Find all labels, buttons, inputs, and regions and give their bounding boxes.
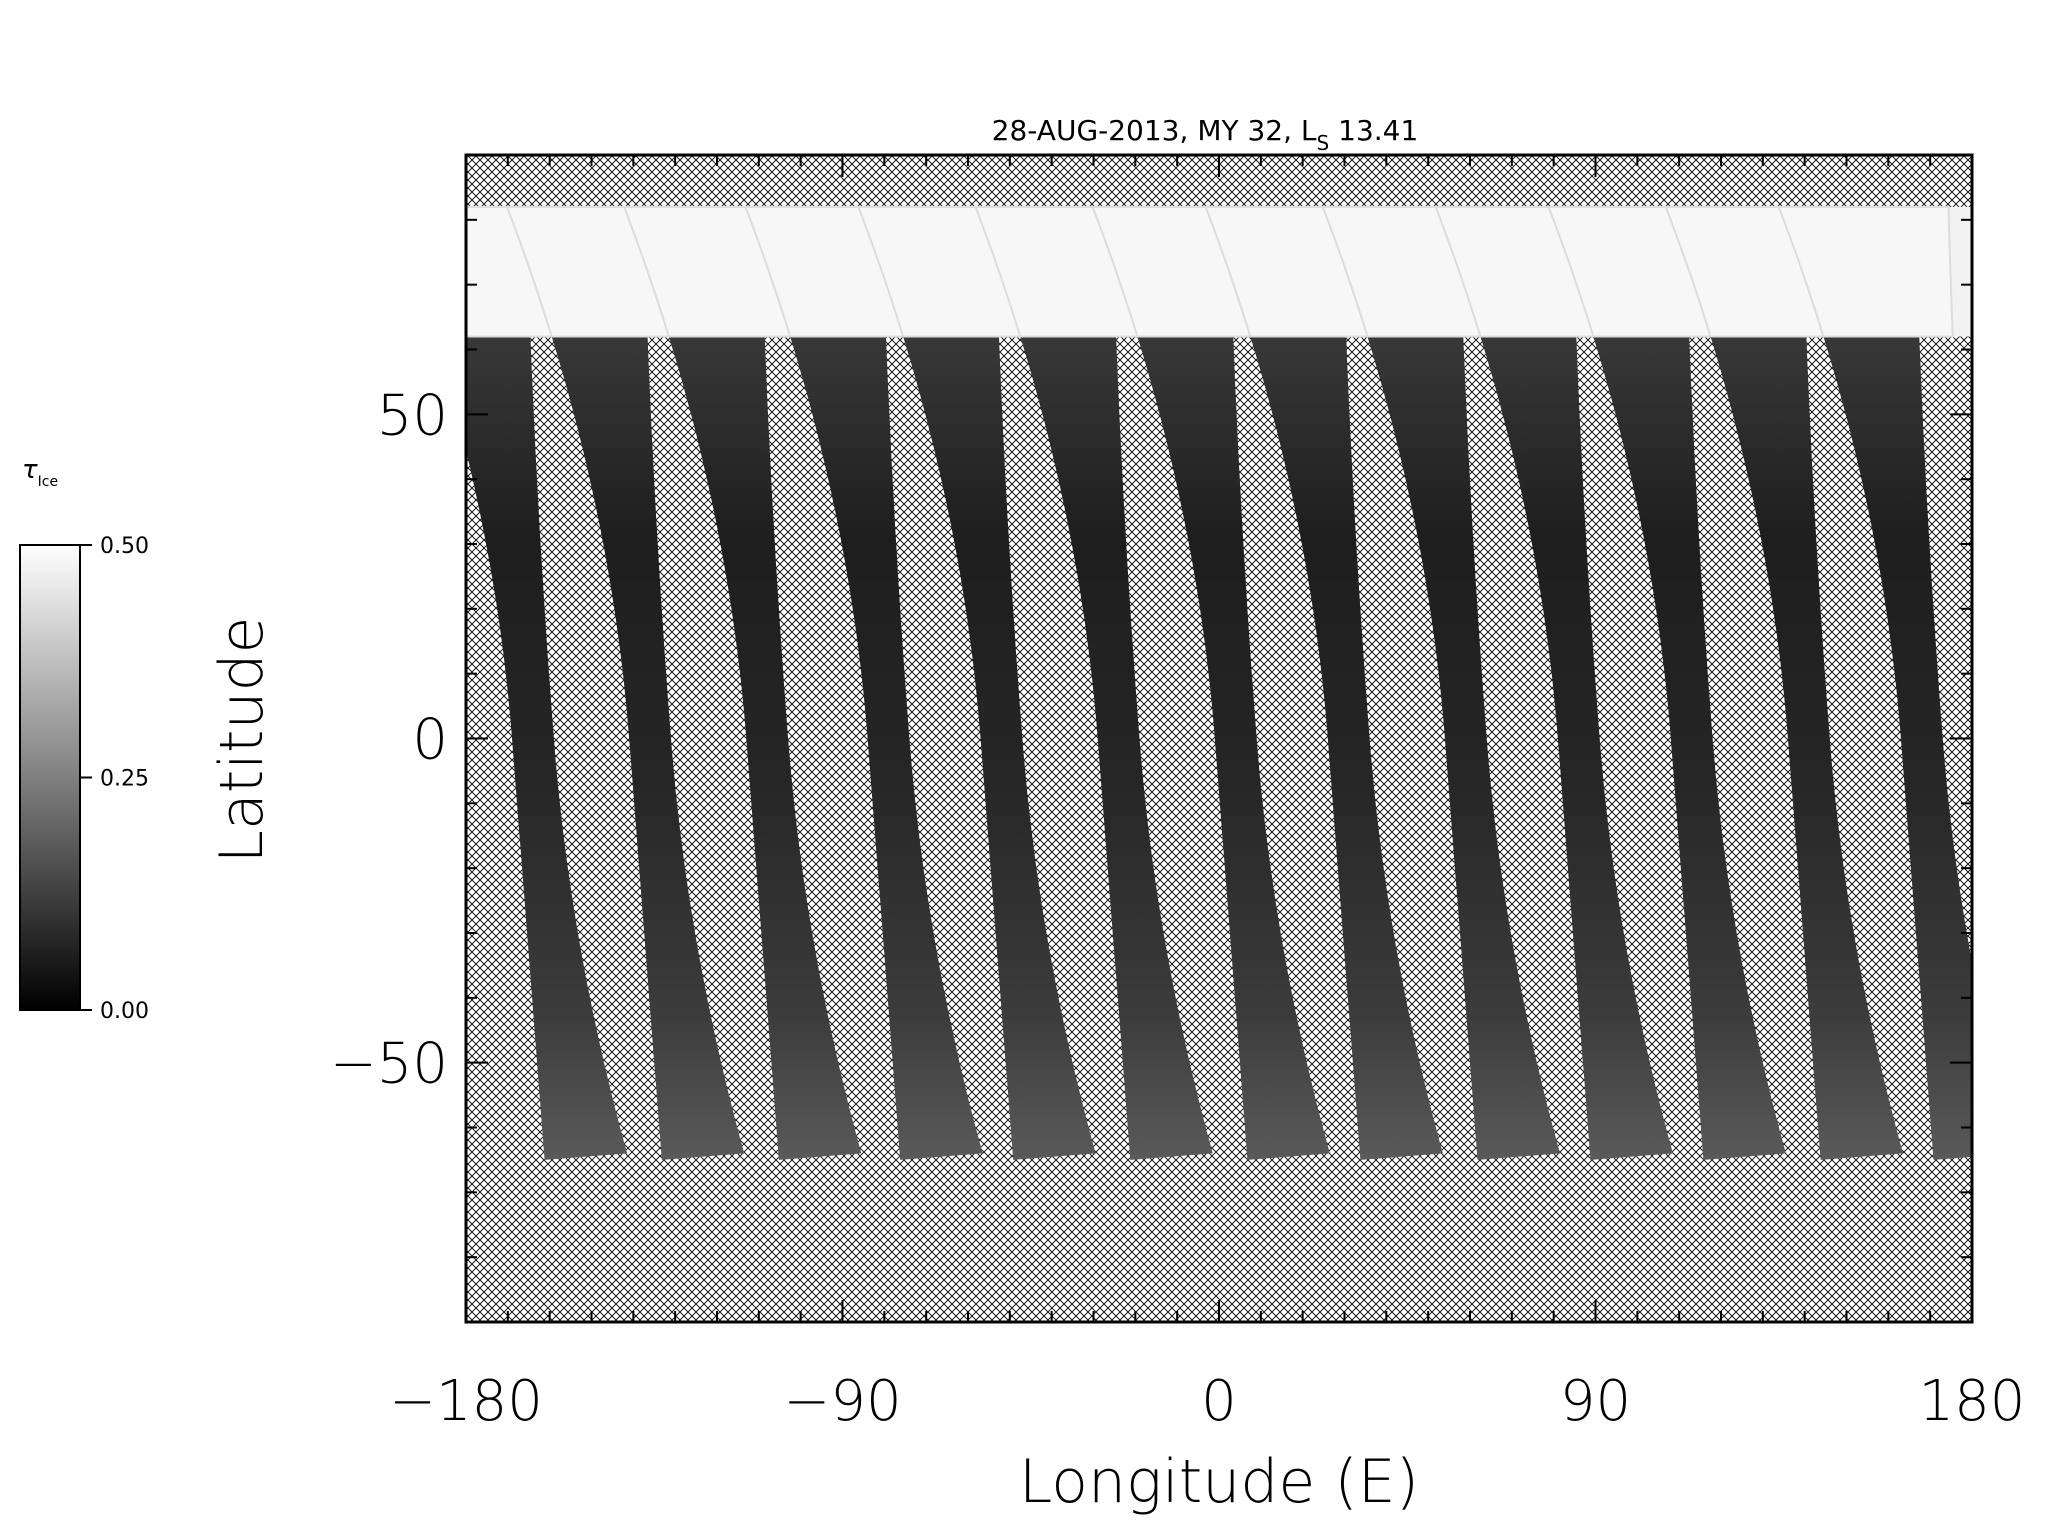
swath-body xyxy=(509,206,745,1160)
colorbar-tick-label: 0.00 xyxy=(100,999,149,1024)
x-tick-label: 0 xyxy=(1201,1369,1237,1434)
colorbar-tick-label: 0.50 xyxy=(100,534,149,559)
x-tick-label: −180 xyxy=(389,1369,543,1434)
colorbar: τIce 0.00 0.25 0.50 xyxy=(19,455,149,1024)
swath-body xyxy=(978,206,1213,1160)
chart-title: 28-AUG-2013, MY 32, LS 13.41 xyxy=(992,114,1419,155)
y-tick-labels: −50 0 50 xyxy=(330,383,448,1096)
swath-body xyxy=(626,206,862,1160)
y-tick-label: −50 xyxy=(330,1032,448,1097)
swath-body xyxy=(860,206,1096,1160)
x-tick-label: −90 xyxy=(783,1369,901,1434)
plot-area xyxy=(464,153,1974,1324)
swath-body xyxy=(1325,206,1560,1160)
colorbar-gradient xyxy=(19,544,81,1011)
y-tick-label: 0 xyxy=(412,708,448,773)
swath xyxy=(1777,205,1972,1160)
swath-body xyxy=(1551,206,1786,1160)
swath-body xyxy=(1095,206,1330,1160)
swath-body xyxy=(466,206,628,1160)
swath-body xyxy=(1208,206,1443,1160)
swath-body xyxy=(1781,206,1972,1160)
x-axis-label: Longitude (E) xyxy=(1019,1447,1419,1517)
colorbar-ticks xyxy=(80,544,92,1011)
axis-minor-ticks xyxy=(465,154,1973,1323)
y-axis-label: Latitude xyxy=(207,617,277,864)
swath-north-cap xyxy=(1777,205,1954,338)
colorbar-tick-label: 0.25 xyxy=(100,767,149,792)
colorbar-label: τIce xyxy=(22,455,58,490)
swath-body xyxy=(1438,206,1673,1160)
swaths-layer xyxy=(466,205,1972,1160)
x-tick-label: 90 xyxy=(1560,1369,1631,1434)
y-tick-label: 50 xyxy=(377,383,448,448)
x-tick-labels: −180 −90 0 90 180 xyxy=(389,1369,2025,1434)
x-tick-label: 180 xyxy=(1919,1369,2026,1434)
swath-body xyxy=(1668,206,1903,1160)
swath-body xyxy=(747,206,983,1160)
